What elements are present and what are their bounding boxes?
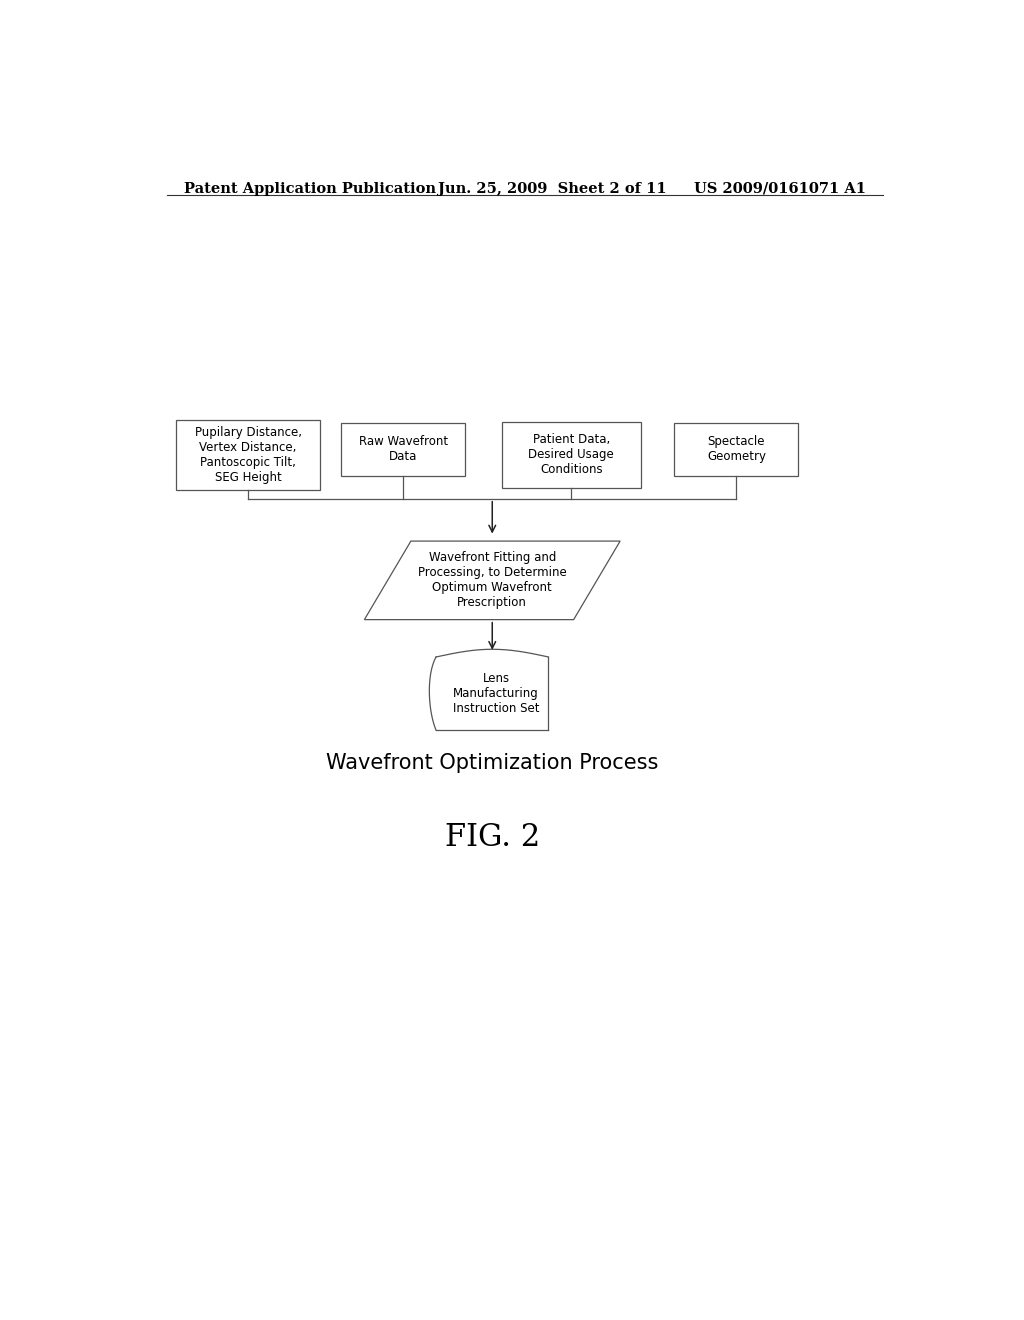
Text: Pupilary Distance,
Vertex Distance,
Pantoscopic Tilt,
SEG Height: Pupilary Distance, Vertex Distance, Pant… xyxy=(195,426,302,484)
Text: Patent Application Publication: Patent Application Publication xyxy=(183,182,436,195)
FancyBboxPatch shape xyxy=(502,422,641,487)
FancyBboxPatch shape xyxy=(176,420,319,490)
Text: FIG. 2: FIG. 2 xyxy=(444,822,540,853)
FancyBboxPatch shape xyxy=(675,424,799,475)
FancyBboxPatch shape xyxy=(341,424,465,475)
Text: US 2009/0161071 A1: US 2009/0161071 A1 xyxy=(694,182,866,195)
Text: Jun. 25, 2009  Sheet 2 of 11: Jun. 25, 2009 Sheet 2 of 11 xyxy=(438,182,667,195)
Text: Spectacle
Geometry: Spectacle Geometry xyxy=(707,436,766,463)
Text: Raw Wavefront
Data: Raw Wavefront Data xyxy=(358,436,447,463)
Text: Wavefront Fitting and
Processing, to Determine
Optimum Wavefront
Prescription: Wavefront Fitting and Processing, to Det… xyxy=(418,552,566,610)
Polygon shape xyxy=(365,541,621,619)
Text: Wavefront Optimization Process: Wavefront Optimization Process xyxy=(326,752,658,772)
Text: Patient Data,
Desired Usage
Conditions: Patient Data, Desired Usage Conditions xyxy=(528,433,614,477)
Text: Lens
Manufacturing
Instruction Set: Lens Manufacturing Instruction Set xyxy=(453,672,540,715)
